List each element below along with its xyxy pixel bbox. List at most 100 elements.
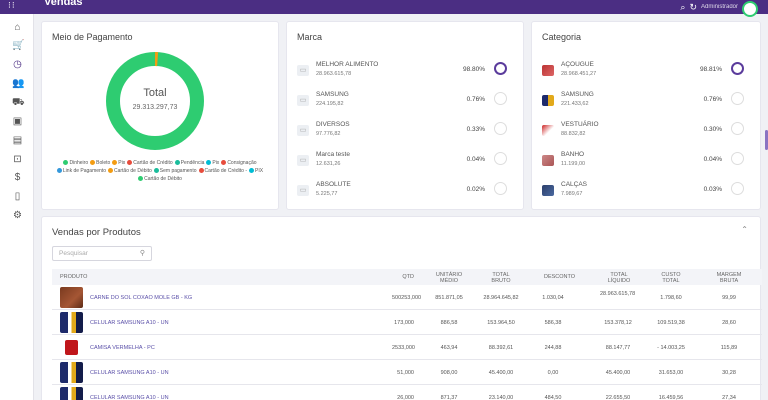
product-name[interactable]: CELULAR SAMSUNG A10 - UN bbox=[90, 395, 169, 400]
cell-unit: 908,00 bbox=[440, 370, 458, 376]
col-liquido[interactable]: TOTAL LÍQUIDO bbox=[607, 272, 631, 284]
col-unitario[interactable]: UNITÁRIO MÉDIO bbox=[435, 272, 463, 284]
legend-item[interactable]: Boleto bbox=[90, 159, 110, 167]
image-placeholder-icon: ▭ bbox=[297, 125, 309, 136]
legend-item[interactable]: Cartão de Débito bbox=[138, 175, 182, 183]
progress-ring bbox=[494, 182, 507, 195]
category-thumbnail bbox=[542, 155, 554, 166]
cell-unit: 463,94 bbox=[440, 345, 458, 351]
col-custo[interactable]: CUSTO TOTAL bbox=[661, 272, 681, 284]
product-search-input[interactable]: Pesquisar ⚲ bbox=[52, 246, 152, 261]
search-icon[interactable]: ⚲ bbox=[139, 250, 145, 257]
legend-label: Pix bbox=[118, 160, 126, 166]
cell-bruto: 153.964,50 bbox=[487, 320, 515, 326]
brand-row[interactable]: ▭ DIVERSOS 97.776,82 0.33% bbox=[297, 117, 515, 145]
home-icon[interactable]: ⌂ bbox=[14, 22, 21, 33]
username[interactable]: Administrador bbox=[700, 4, 738, 10]
app-logo-icon[interactable]: ⁝⁝ bbox=[8, 0, 16, 10]
search-icon[interactable]: ⌕ bbox=[680, 1, 686, 12]
legend-item[interactable]: Cartão de Crédito - bbox=[198, 167, 247, 175]
legend-label: Pendência bbox=[180, 160, 205, 166]
refresh-icon[interactable]: ↻ bbox=[689, 1, 697, 12]
product-name[interactable]: CELULAR SAMSUNG A10 - UN bbox=[90, 370, 169, 376]
cell-bruto: 28.964.645,82 bbox=[483, 295, 519, 301]
category-name: BANHO bbox=[561, 151, 585, 158]
brand-percent: 0.33% bbox=[466, 126, 485, 133]
brand-row[interactable]: ▭ ABSOLUTE 5.225,77 0.02% bbox=[297, 177, 515, 205]
box-icon[interactable]: ▣ bbox=[12, 116, 23, 127]
top-bar: ⁝⁝ Vendas ⌕ ↻ Administrador bbox=[0, 0, 768, 17]
page-scrollbar[interactable] bbox=[765, 130, 768, 150]
cart-icon[interactable]: 🛒 bbox=[12, 40, 25, 51]
brand-row[interactable]: ▭ Marca teste 12.631,26 0.04% bbox=[297, 147, 515, 175]
category-row[interactable]: AÇOUGUE 28.968.451,27 98.81% bbox=[542, 57, 752, 85]
bag-icon[interactable]: ⊡ bbox=[13, 154, 22, 165]
category-thumbnail bbox=[542, 95, 554, 106]
legend-item[interactable]: Cartão de Crédito bbox=[127, 159, 173, 167]
file-icon[interactable]: ▯ bbox=[14, 191, 21, 202]
document-icon[interactable]: ▤ bbox=[12, 135, 23, 146]
brand-name: ABSOLUTE bbox=[316, 181, 351, 188]
category-value: 221.433,62 bbox=[561, 101, 589, 107]
legend-item[interactable]: Pendência bbox=[174, 159, 205, 167]
product-name[interactable]: CAMISA VERMELHA - PC bbox=[90, 345, 155, 351]
cell-margem: 28,60 bbox=[722, 320, 736, 326]
product-name[interactable]: CELULAR SAMSUNG A10 - UN bbox=[90, 320, 169, 326]
category-row[interactable]: BANHO 11.199,00 0.04% bbox=[542, 147, 752, 175]
cell-custo: 109.519,38 bbox=[657, 320, 685, 326]
topbar-actions: ⌕ ↻ Administrador bbox=[680, 0, 758, 17]
category-row[interactable]: VESTUÁRIO 88.832,82 0.30% bbox=[542, 117, 752, 145]
product-name[interactable]: CARNE DO SOL COXAO MOLE GB - KG bbox=[90, 295, 193, 301]
table-row[interactable]: CELULAR SAMSUNG A10 - UN 51,000 908,00 45.4… bbox=[52, 360, 762, 385]
brand-percent: 0.76% bbox=[466, 96, 485, 103]
progress-ring bbox=[494, 62, 507, 75]
brand-row[interactable]: ▭ SAMSUNG 224.195,82 0.76% bbox=[297, 87, 515, 115]
clock-icon[interactable]: ◷ bbox=[13, 59, 22, 70]
table-row[interactable]: CARNE DO SOL COXAO MOLE GB - KG 500253,00… bbox=[52, 285, 762, 310]
legend-item[interactable]: Consignação bbox=[221, 159, 257, 167]
cell-bruto: 88.392,61 bbox=[488, 345, 514, 351]
truck-icon[interactable]: ⛟ bbox=[12, 97, 25, 108]
legend-item[interactable]: PIX bbox=[249, 167, 263, 175]
brand-name: Marca teste bbox=[316, 151, 350, 158]
table-row[interactable]: CELULAR SAMSUNG A10 - UN 173,000 886,58 153… bbox=[52, 310, 762, 335]
cell-desc: 1.030,04 bbox=[542, 295, 564, 301]
dollar-icon[interactable]: $ bbox=[14, 172, 21, 183]
legend-label: Pix bbox=[212, 160, 220, 166]
legend-item[interactable]: Link de Pagamento bbox=[56, 167, 106, 175]
legend-item[interactable]: Cartão de Débito bbox=[107, 167, 152, 175]
legend-dot bbox=[56, 168, 62, 173]
category-percent: 0.30% bbox=[703, 126, 722, 133]
cell-liq: 88.147,77 bbox=[605, 345, 631, 351]
collapse-chevron-icon[interactable]: ⌃ bbox=[741, 225, 748, 234]
cell-custo: 16.459,56 bbox=[658, 395, 684, 400]
payment-legend: Dinheiro Boleto Pix Cartão de Crédito Pendên… bbox=[50, 159, 270, 183]
category-row[interactable]: SAMSUNG 221.433,62 0.76% bbox=[542, 87, 752, 115]
col-bruto[interactable]: TOTAL BRUTO bbox=[491, 272, 511, 284]
legend-item[interactable]: Sem pagamento bbox=[153, 167, 197, 175]
legend-item[interactable]: Pix bbox=[206, 159, 219, 167]
image-placeholder-icon: ▭ bbox=[297, 155, 309, 166]
avatar[interactable] bbox=[742, 1, 758, 17]
table-row[interactable]: CAMISA VERMELHA - PC 2533,000 463,94 88.392… bbox=[52, 335, 762, 360]
users-icon[interactable]: 👥 bbox=[12, 78, 25, 89]
gear-icon[interactable]: ⚙ bbox=[13, 210, 22, 221]
category-percent: 0.76% bbox=[703, 96, 722, 103]
legend-label: Cartão de Débito bbox=[113, 168, 152, 174]
col-produto[interactable]: PRODUTO bbox=[60, 274, 88, 280]
category-row[interactable]: CALÇAS 7.989,67 0.03% bbox=[542, 177, 752, 205]
table-row[interactable]: CELULAR SAMSUNG A10 - UN 26,000 871,37 23.1… bbox=[52, 385, 762, 400]
brand-value: 5.225,77 bbox=[316, 191, 338, 197]
brand-percent: 98.80% bbox=[462, 66, 485, 73]
category-value: 28.968.451,27 bbox=[561, 71, 597, 77]
legend-item[interactable]: Pix bbox=[112, 159, 125, 167]
payment-donut-chart[interactable]: Total 29.313.297,73 99% bbox=[106, 52, 204, 150]
brand-row[interactable]: ▭ MELHOR ALIMENTO 28.963.615,78 98.80% bbox=[297, 57, 515, 85]
legend-item[interactable]: Dinheiro bbox=[63, 159, 88, 167]
category-thumbnail bbox=[542, 65, 554, 76]
col-margem[interactable]: MARGEM BRUTA bbox=[716, 272, 742, 284]
col-qtd[interactable]: QTD bbox=[402, 274, 414, 280]
col-desconto[interactable]: DESCONTO bbox=[544, 274, 576, 280]
legend-label: Cartão de Débito bbox=[144, 176, 182, 182]
products-card: Vendas por Produtos ⌃ Pesquisar ⚲ PRODUT… bbox=[41, 216, 762, 400]
